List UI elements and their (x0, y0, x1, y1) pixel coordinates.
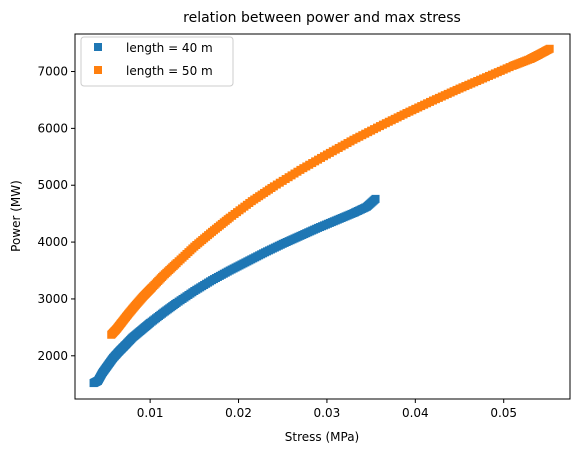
plot-area (89, 44, 554, 388)
series-1 (107, 44, 554, 339)
y-tick-label: 4000 (37, 235, 68, 249)
y-tick-label: 2000 (37, 349, 68, 363)
legend: length = 40 m length = 50 m (80, 36, 234, 87)
x-tick-label: 0.04 (402, 406, 429, 420)
y-tick-label: 5000 (37, 178, 68, 192)
y-tick-label: 6000 (37, 121, 68, 135)
x-tick-label: 0.02 (225, 406, 252, 420)
data-point (371, 194, 380, 203)
chart-title: relation between power and max stress (183, 10, 461, 26)
data-point (545, 44, 554, 53)
y-axis-label: Power (MW) (9, 180, 23, 252)
y-tick-label: 3000 (37, 292, 68, 306)
legend-label-50m: length = 50 m (126, 64, 213, 78)
y-axis-ticks: 2000 3000 4000 5000 6000 7000 (37, 65, 75, 363)
legend-marker-50m (94, 66, 102, 74)
x-tick-label: 0.01 (137, 406, 164, 420)
axes-frame (74, 33, 571, 400)
x-axis-label: Stress (MPa) (285, 430, 359, 444)
series-0 (89, 194, 380, 388)
x-axis-ticks: 0.01 0.02 0.03 0.04 0.05 (137, 399, 517, 420)
x-tick-label: 0.05 (490, 406, 517, 420)
legend-label-40m: length = 40 m (126, 41, 213, 55)
y-tick-label: 7000 (37, 65, 68, 79)
legend-frame (80, 36, 234, 87)
legend-marker-40m (94, 43, 102, 51)
x-tick-label: 0.03 (314, 406, 341, 420)
